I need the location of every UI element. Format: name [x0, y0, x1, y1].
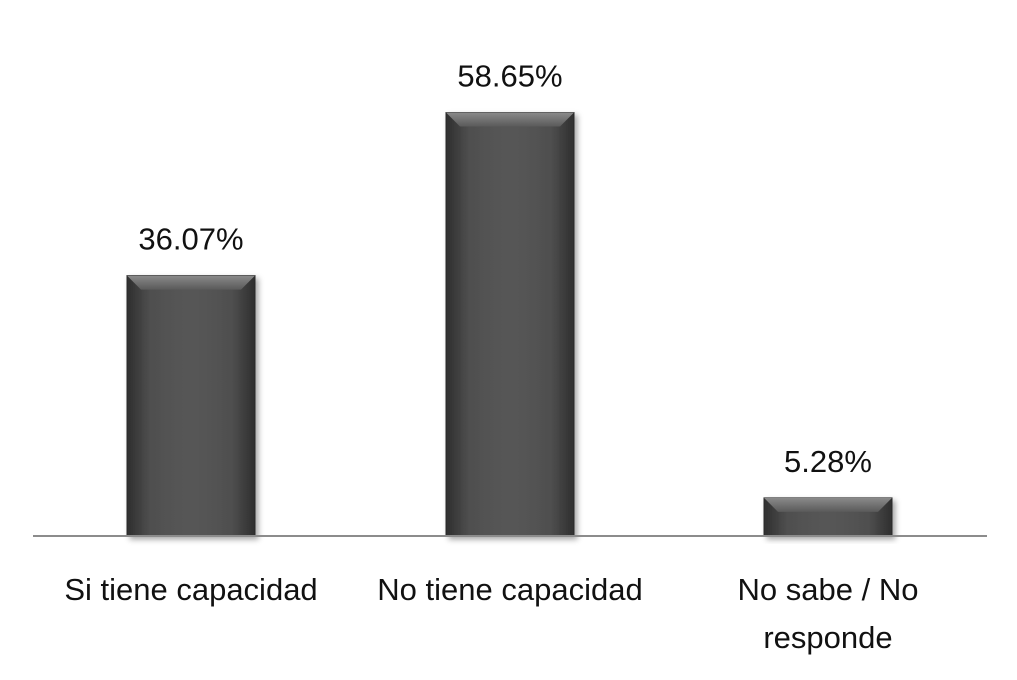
bar-value-label: 58.65%	[457, 59, 562, 94]
category-label: No tiene capacidad	[377, 572, 642, 607]
bar-group	[763, 497, 893, 537]
category-label: No sabe / No responde	[738, 572, 919, 655]
bar-bevel	[764, 497, 892, 512]
bar-value-label: 5.28%	[784, 444, 872, 479]
bar	[445, 112, 575, 537]
bar	[126, 275, 256, 537]
bar-bevel	[127, 275, 255, 290]
bars-layer	[126, 112, 893, 537]
bar-value-label: 36.07%	[138, 222, 243, 257]
bar-bevel	[446, 112, 574, 127]
bar-group	[445, 112, 575, 537]
labels-layer: 36.07% Si tiene capacidad 58.65% No tiene c…	[64, 59, 918, 655]
category-label: Si tiene capacidad	[64, 572, 317, 607]
bar-group	[126, 275, 256, 537]
